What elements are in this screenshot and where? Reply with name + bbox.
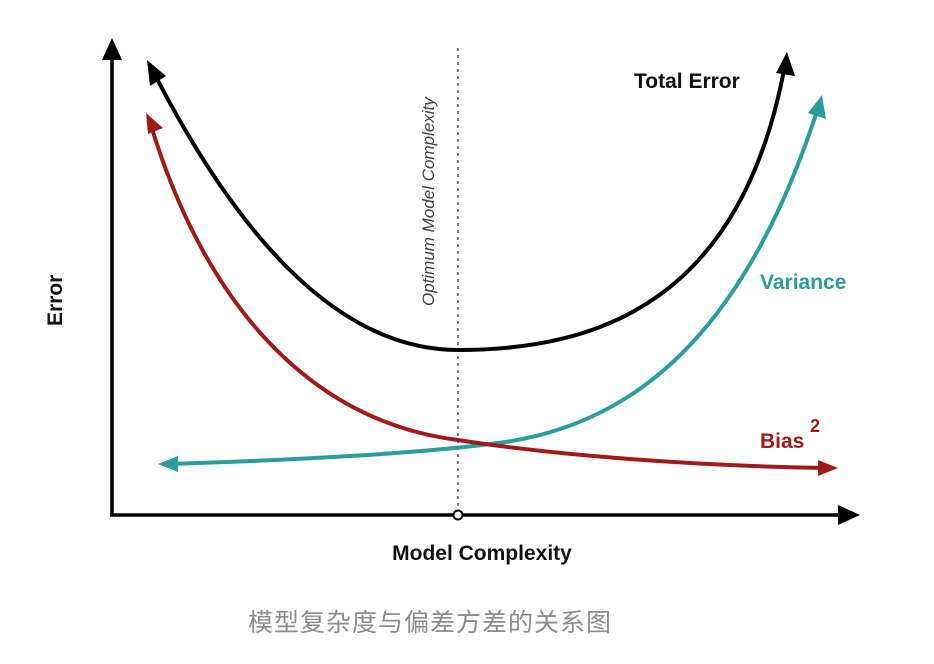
optimum-line-label: Optimum Model Complexity	[419, 96, 438, 306]
variance-left-arrow-icon	[158, 456, 178, 472]
bias-curve	[148, 120, 828, 470]
bias-right-arrow-icon	[818, 460, 838, 476]
variance-label: Variance	[760, 271, 846, 294]
total-error-left-arrow-icon	[147, 60, 166, 86]
y-axis-label: Error	[44, 275, 67, 326]
y-axis-arrow-icon	[102, 38, 122, 60]
optimum-marker	[452, 509, 464, 521]
figure-caption: 模型复杂度与偏差方差的关系图	[247, 608, 612, 637]
bias-superscript: 2	[810, 416, 820, 436]
x-axis-arrow-icon	[838, 505, 860, 525]
total-error-right-arrow-icon	[776, 52, 795, 76]
bias-label: Bias	[760, 430, 804, 453]
x-axis-label: Model Complexity	[392, 542, 572, 565]
total-error-label: Total Error	[634, 70, 740, 93]
bias-left-arrow-icon	[146, 113, 163, 134]
total-error-curve	[153, 68, 786, 353]
variance-right-arrow-icon	[808, 95, 826, 119]
variance-curve	[166, 106, 820, 466]
